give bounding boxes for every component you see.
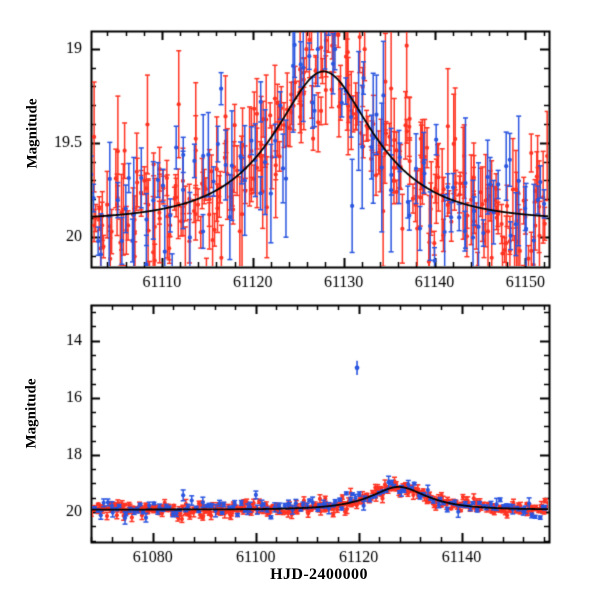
light-curve-figure: Magnitude Magnitude HJD-2400000 19 19.5 … bbox=[0, 0, 600, 600]
light-curve-canvas bbox=[0, 0, 600, 600]
